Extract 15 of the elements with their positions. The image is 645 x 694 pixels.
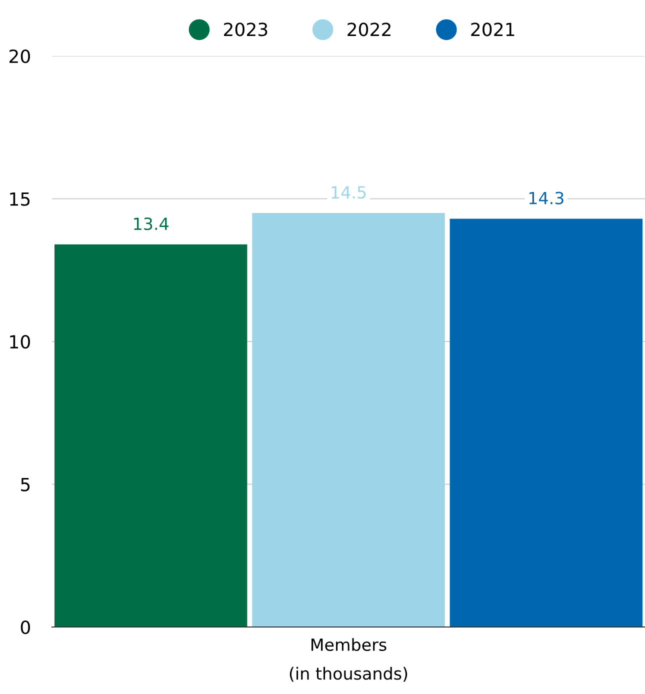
legend-label: 2022 (348, 22, 390, 36)
data-label: 13.4 (134, 217, 168, 230)
legend-label: 2023 (224, 22, 268, 36)
data-label: 14.3 (529, 192, 564, 204)
x-tick-label: Members (in thousands) (290, 638, 408, 682)
y-tick-label: 15 (10, 192, 30, 206)
bar (450, 218, 643, 627)
y-tick-label: 5 (21, 478, 30, 492)
data-label: 14.5 (332, 186, 366, 199)
bar (252, 213, 445, 627)
y-tick-label: 0 (20, 620, 30, 634)
legend-label: 2021 (471, 22, 514, 36)
bar (54, 244, 248, 627)
y-tick-label: 10 (10, 334, 30, 349)
y-tick-label: 20 (10, 49, 30, 64)
